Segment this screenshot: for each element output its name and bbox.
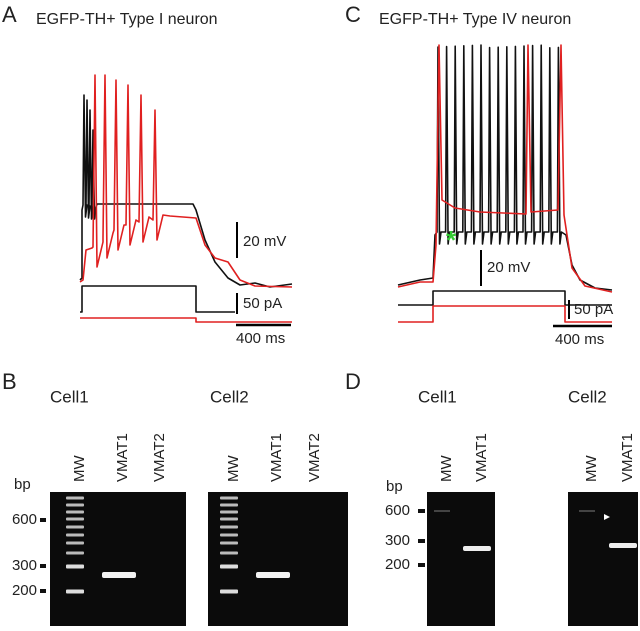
arrowhead — [604, 514, 610, 520]
ladder-band — [66, 503, 84, 507]
ladder-band — [220, 517, 238, 521]
ladder-band — [66, 525, 84, 529]
ladder-band — [66, 517, 84, 521]
scale-label: 50 pA — [574, 301, 613, 318]
scale-label: 20 mV — [243, 233, 286, 250]
scale-label: 400 ms — [236, 330, 285, 347]
gel-image — [50, 492, 186, 626]
size-tick — [40, 518, 46, 522]
gel-image — [208, 492, 348, 626]
voltage-trace — [79, 94, 293, 288]
ladder-band — [66, 541, 84, 545]
size-tick — [40, 589, 46, 593]
product-band — [256, 572, 290, 578]
panel-title: EGFP-TH+ Type IV neuron — [379, 11, 571, 28]
ladder-band — [434, 510, 450, 512]
voltage-trace — [397, 44, 613, 293]
ladder-band — [220, 525, 238, 529]
panel-letter: C — [345, 2, 361, 27]
ladder-band — [220, 496, 238, 500]
lane-label: VMAT1 — [268, 433, 285, 482]
size-unit: bp — [14, 476, 31, 493]
size-tick — [418, 563, 425, 567]
current-trace — [80, 317, 292, 323]
product-band — [609, 543, 637, 548]
ladder-band — [220, 564, 238, 569]
scale-label: 400 ms — [555, 331, 604, 348]
gel-image — [568, 492, 638, 626]
ladder-band — [66, 551, 84, 555]
panel-letter: D — [345, 369, 361, 394]
gel-image — [427, 492, 495, 626]
ladder-band — [66, 510, 84, 514]
lane-label: MW — [438, 455, 455, 482]
ladder-band — [220, 541, 238, 545]
ladder-band — [579, 510, 595, 512]
current-trace — [80, 285, 235, 313]
gel-label: Cell1 — [418, 387, 457, 406]
size-label: 600 — [12, 511, 37, 528]
size-label: 200 — [12, 582, 37, 599]
ladder-band — [220, 551, 238, 555]
traces — [79, 74, 293, 323]
traces — [397, 44, 613, 323]
size-label: 600 — [385, 502, 410, 519]
ladder-band — [220, 533, 238, 537]
current-trace — [398, 290, 612, 306]
size-label: 300 — [385, 532, 410, 549]
lane-label: VMAT2 — [151, 433, 168, 482]
voltage-trace — [397, 44, 613, 291]
ladder-band — [220, 503, 238, 507]
lane-label: MW — [71, 455, 88, 482]
gel-panels: Bbp 600 300 200 Cell1 MW VMAT1 VMAT2 Cell2 MW VMAT… — [2, 369, 638, 626]
panel-title: EGFP-TH+ Type I neuron — [36, 11, 218, 28]
ladder-band — [66, 496, 84, 500]
size-label: 300 — [12, 557, 37, 574]
gel-label: Cell1 — [50, 387, 89, 406]
current-trace — [398, 305, 612, 323]
ladder-band — [66, 564, 84, 569]
ladder-band — [220, 510, 238, 514]
lane-label: VMAT1 — [473, 433, 490, 482]
size-unit: bp — [386, 478, 403, 495]
ladder-band — [66, 533, 84, 537]
asterisk-marker: * — [446, 225, 457, 255]
lane-label: VMAT1 — [619, 433, 636, 482]
size-tick — [418, 539, 425, 543]
lane-label: VMAT2 — [306, 433, 323, 482]
size-tick — [418, 509, 425, 513]
gel-label: Cell2 — [568, 387, 607, 406]
lane-label: MW — [583, 455, 600, 482]
voltage-trace — [79, 74, 293, 288]
lane-label: VMAT1 — [114, 433, 131, 482]
ladder-band — [220, 589, 238, 594]
product-band — [463, 546, 491, 551]
size-tick — [40, 564, 46, 568]
panel-letter: B — [2, 369, 17, 394]
ladder-band — [66, 589, 84, 594]
product-band — [102, 572, 136, 578]
lane-label: MW — [225, 455, 242, 482]
scale-label: 20 mV — [487, 259, 530, 276]
panel-letter: A — [2, 2, 17, 27]
scale-label: 50 pA — [243, 295, 282, 312]
size-label: 200 — [385, 556, 410, 573]
gel-label: Cell2 — [210, 387, 249, 406]
